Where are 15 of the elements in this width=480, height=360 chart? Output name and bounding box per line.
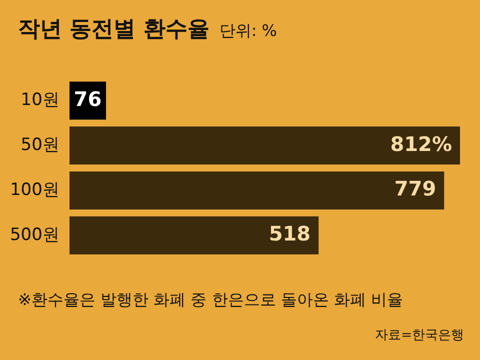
y-tick-label: 100원 xyxy=(10,180,60,200)
y-tick-label: 500원 xyxy=(10,224,60,245)
data-label: 779 xyxy=(394,176,436,201)
y-tick-label: 50원 xyxy=(20,134,60,155)
chart-subtitle: 단위: % xyxy=(219,21,278,42)
text: ※환수율은 발행한 화폐 중 한은으로 돌아온 화폐 비율 xyxy=(18,290,404,311)
data-label: 76 xyxy=(74,86,102,111)
bar xyxy=(69,171,444,210)
y-tick-label: 10원 xyxy=(20,90,60,110)
text: 자료=한국은행 xyxy=(375,327,464,344)
bar xyxy=(69,126,460,165)
data-label: 812% xyxy=(390,132,452,156)
data-label: 518 xyxy=(268,222,311,246)
bar xyxy=(69,216,319,254)
chart-title: 작년 동전별 환수율 xyxy=(18,16,210,44)
